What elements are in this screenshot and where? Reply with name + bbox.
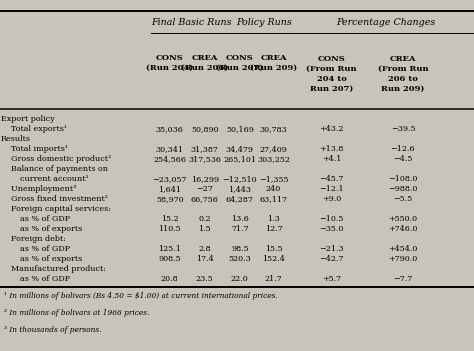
Text: 908.5: 908.5 xyxy=(158,255,181,263)
Text: Foreign capital services:: Foreign capital services: xyxy=(6,205,111,213)
Text: CREA
(Run 209): CREA (Run 209) xyxy=(250,54,297,72)
Text: 21.7: 21.7 xyxy=(264,275,283,283)
Text: 1,641: 1,641 xyxy=(158,185,181,193)
Text: current account¹: current account¹ xyxy=(10,175,89,183)
Text: +746.0: +746.0 xyxy=(388,225,418,233)
Text: 265,101: 265,101 xyxy=(223,155,256,163)
Text: 303,252: 303,252 xyxy=(257,155,290,163)
Text: Export policy: Export policy xyxy=(1,115,55,123)
Text: as % of exports: as % of exports xyxy=(10,255,82,263)
Text: ² In millions of bolivars at 1966 prices.: ² In millions of bolivars at 1966 prices… xyxy=(4,309,149,317)
Text: 31,387: 31,387 xyxy=(191,145,219,153)
Text: Gross domestic product²: Gross domestic product² xyxy=(6,155,111,163)
Text: 12.7: 12.7 xyxy=(264,225,283,233)
Text: Total imports¹: Total imports¹ xyxy=(6,145,68,153)
Text: 125.1: 125.1 xyxy=(158,245,181,253)
Text: 98.5: 98.5 xyxy=(231,245,249,253)
Text: 50,169: 50,169 xyxy=(226,125,254,133)
Text: CREA
(Run 206): CREA (Run 206) xyxy=(181,54,228,72)
Text: 15.5: 15.5 xyxy=(264,245,283,253)
Text: Total exports¹: Total exports¹ xyxy=(6,125,67,133)
Text: CONS
(Run 207): CONS (Run 207) xyxy=(216,54,264,72)
Text: Final Basic Runs: Final Basic Runs xyxy=(151,18,231,27)
Text: 152.4: 152.4 xyxy=(262,255,285,263)
Text: 63,117: 63,117 xyxy=(259,195,288,203)
Text: Manufactured product:: Manufactured product: xyxy=(6,265,106,273)
Text: as % of exports: as % of exports xyxy=(10,225,82,233)
Text: Gross fixed investment²: Gross fixed investment² xyxy=(6,195,108,203)
Text: −27: −27 xyxy=(196,185,213,193)
Text: 0.2: 0.2 xyxy=(199,215,211,223)
Text: 15.2: 15.2 xyxy=(161,215,179,223)
Text: −39.5: −39.5 xyxy=(391,125,415,133)
Text: −108.0: −108.0 xyxy=(388,175,418,183)
Text: +9.0: +9.0 xyxy=(322,195,341,203)
Text: −35.0: −35.0 xyxy=(319,225,344,233)
Text: CREA
(From Run
206 to
Run 209): CREA (From Run 206 to Run 209) xyxy=(378,55,428,92)
Text: 30,341: 30,341 xyxy=(155,145,184,153)
Text: 34,479: 34,479 xyxy=(226,145,254,153)
Text: 1,443: 1,443 xyxy=(228,185,251,193)
Text: 17.4: 17.4 xyxy=(196,255,214,263)
Text: +13.8: +13.8 xyxy=(319,145,344,153)
Text: Policy Runs: Policy Runs xyxy=(237,18,292,27)
Text: −45.7: −45.7 xyxy=(319,175,344,183)
Text: −7.7: −7.7 xyxy=(393,275,412,283)
Text: +454.0: +454.0 xyxy=(388,245,418,253)
Text: −988.0: −988.0 xyxy=(388,185,418,193)
Text: +43.2: +43.2 xyxy=(319,125,344,133)
Text: −4.5: −4.5 xyxy=(393,155,412,163)
Text: CONS
(Run 204): CONS (Run 204) xyxy=(146,54,193,72)
Text: +790.0: +790.0 xyxy=(388,255,418,263)
Text: 317,536: 317,536 xyxy=(188,155,221,163)
Text: 50,890: 50,890 xyxy=(191,125,219,133)
Text: 254,566: 254,566 xyxy=(153,155,186,163)
Text: −23,057: −23,057 xyxy=(153,175,187,183)
Text: 35,036: 35,036 xyxy=(156,125,183,133)
Text: 71.7: 71.7 xyxy=(231,225,249,233)
Text: 1.5: 1.5 xyxy=(199,225,211,233)
Text: 20.8: 20.8 xyxy=(161,275,179,283)
Text: 110.5: 110.5 xyxy=(158,225,181,233)
Text: 64,287: 64,287 xyxy=(226,195,254,203)
Text: −1,355: −1,355 xyxy=(259,175,288,183)
Text: +5.7: +5.7 xyxy=(322,275,341,283)
Text: Balance of payments on: Balance of payments on xyxy=(6,165,108,173)
Text: 520.3: 520.3 xyxy=(228,255,251,263)
Text: 13.6: 13.6 xyxy=(231,215,249,223)
Text: −12.6: −12.6 xyxy=(391,145,415,153)
Text: 58,970: 58,970 xyxy=(156,195,183,203)
Text: Percentage Changes: Percentage Changes xyxy=(336,18,436,27)
Text: 30,783: 30,783 xyxy=(260,125,287,133)
Text: 2.8: 2.8 xyxy=(199,245,211,253)
Text: Unemployment³: Unemployment³ xyxy=(6,185,76,193)
Text: −21.3: −21.3 xyxy=(319,245,344,253)
Text: +4.1: +4.1 xyxy=(322,155,341,163)
Text: 240: 240 xyxy=(266,185,281,193)
Text: −12.1: −12.1 xyxy=(319,185,344,193)
Text: 16,299: 16,299 xyxy=(191,175,219,183)
Text: 23.5: 23.5 xyxy=(196,275,214,283)
Text: CONS
(From Run
204 to
Run 207): CONS (From Run 204 to Run 207) xyxy=(307,55,357,92)
Text: as % of GDP: as % of GDP xyxy=(10,245,71,253)
Text: −10.5: −10.5 xyxy=(319,215,344,223)
Text: 27,409: 27,409 xyxy=(260,145,287,153)
Text: as % of GDP: as % of GDP xyxy=(10,275,71,283)
Text: Foreign debt:: Foreign debt: xyxy=(6,235,66,243)
Text: 22.0: 22.0 xyxy=(231,275,249,283)
Text: Results: Results xyxy=(1,135,31,143)
Text: 66,756: 66,756 xyxy=(191,195,219,203)
Text: ¹ In millions of bolivars (Bs 4.50 = $1.00) at current international prices.: ¹ In millions of bolivars (Bs 4.50 = $1.… xyxy=(4,292,278,300)
Text: −12,510: −12,510 xyxy=(222,175,257,183)
Text: ³ In thousands of persons.: ³ In thousands of persons. xyxy=(4,326,101,334)
Text: 1.3: 1.3 xyxy=(267,215,280,223)
Text: +550.0: +550.0 xyxy=(388,215,418,223)
Text: as % of GDP: as % of GDP xyxy=(10,215,71,223)
Text: −42.7: −42.7 xyxy=(319,255,344,263)
Text: −5.5: −5.5 xyxy=(393,195,412,203)
